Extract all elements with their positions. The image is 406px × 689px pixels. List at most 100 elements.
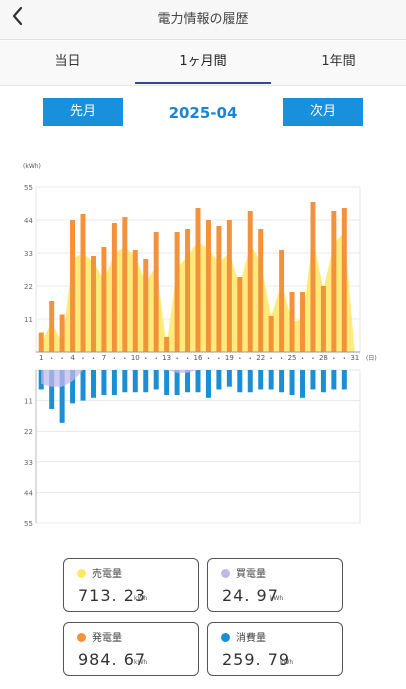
- y-unit-label: (kWh): [23, 163, 41, 170]
- summary-card-generate: 発電量 984. 67 kWh: [63, 622, 199, 676]
- generate-unit: kWh: [134, 659, 148, 666]
- consume-bar: [341, 370, 347, 390]
- x-tick-label: •: [311, 356, 314, 362]
- tab-year[interactable]: 1年間: [321, 54, 356, 69]
- generate-bar: [258, 229, 264, 352]
- x-tick-label: •: [249, 356, 252, 362]
- consume-bar: [320, 370, 326, 393]
- summary-card-sell: 売電量 713. 23 kWh: [63, 558, 199, 612]
- tab-month[interactable]: 1ヶ月間: [179, 54, 227, 69]
- x-tick-label: 7: [102, 354, 106, 362]
- consume-label: 消費量: [236, 633, 266, 644]
- x-tick-label: 31: [350, 354, 359, 362]
- summary-card-consume: 消費量 259. 79 kWh: [207, 622, 343, 676]
- generate-bar: [247, 211, 253, 352]
- buy-area-series: [41, 370, 355, 387]
- sell-dot-icon: [77, 569, 86, 578]
- generate-bar: [153, 232, 159, 352]
- consume-bar: [247, 370, 253, 393]
- bottom-y-tick-label: 33: [24, 459, 33, 467]
- x-tick-label: 4: [70, 354, 75, 362]
- consume-bar: [70, 370, 76, 404]
- consume-bar: [80, 370, 86, 401]
- top-y-tick-label: 22: [24, 283, 33, 291]
- app-header: 電力情報の履歴: [0, 0, 406, 40]
- bottom-y-tick-label: 22: [24, 428, 33, 436]
- generate-bar: [122, 217, 128, 352]
- x-tick-label: •: [144, 356, 147, 362]
- x-tick-label: •: [343, 356, 346, 362]
- x-tick-label: 22: [256, 354, 265, 362]
- consume-bar: [111, 370, 117, 396]
- prev-month-button[interactable]: 先月: [43, 98, 123, 126]
- generate-bar: [279, 250, 285, 352]
- x-tick-label: 19: [225, 354, 234, 362]
- x-tick-label: •: [123, 356, 126, 362]
- generate-bar: [205, 220, 211, 352]
- generate-bar: [80, 214, 86, 352]
- x-tick-label: •: [332, 356, 335, 362]
- top-y-tick-label: 33: [24, 250, 33, 258]
- consume-value: 259. 79: [222, 650, 291, 669]
- monthly-energy-chart: 11 22 33 44 55 (kWh) 1 • • 4 • • 7 • • 10 • • 13 • • 16 • • 19 • •…: [23, 163, 377, 528]
- x-tick-label: •: [280, 356, 283, 362]
- x-unit-label: (日): [366, 355, 377, 362]
- x-tick-label: 10: [131, 354, 140, 362]
- consume-bar: [205, 370, 211, 398]
- consume-bar: [268, 370, 274, 390]
- summary-card-buy: 買電量 24. 97 kWh: [207, 558, 343, 612]
- x-tick-label: 28: [319, 354, 328, 362]
- consume-bar: [237, 370, 243, 393]
- consume-bar: [185, 370, 191, 393]
- consume-bar: [279, 370, 285, 393]
- consume-bar: [226, 370, 232, 387]
- buy-dot-icon: [221, 569, 230, 578]
- consume-bar: [122, 370, 128, 393]
- top-y-tick-label: 11: [24, 316, 33, 324]
- consume-bar: [331, 370, 337, 390]
- generate-bar: [300, 292, 306, 352]
- consume-dot-icon: [221, 633, 230, 642]
- x-tick-label: •: [92, 356, 95, 362]
- x-tick-label: •: [113, 356, 116, 362]
- generate-label: 発電量: [92, 633, 122, 644]
- consume-bar: [164, 370, 170, 396]
- consume-unit: kWh: [280, 659, 294, 666]
- generate-bar: [38, 332, 44, 352]
- x-tick-label: •: [50, 356, 53, 362]
- buy-unit: kWh: [270, 595, 284, 602]
- generate-bar: [185, 229, 191, 352]
- x-tick-label: •: [186, 356, 189, 362]
- consume-bar: [132, 370, 138, 393]
- generate-bar: [70, 220, 76, 352]
- bottom-y-tick-label: 11: [24, 398, 33, 406]
- consume-bar: [49, 370, 55, 409]
- generate-value: 984. 67: [78, 650, 147, 669]
- generate-bar: [49, 301, 55, 352]
- generate-bar: [320, 286, 326, 352]
- generate-bar: [90, 256, 96, 352]
- consume-bar: [153, 370, 159, 390]
- generate-bar: [226, 220, 232, 352]
- x-tick-label: •: [217, 356, 220, 362]
- top-y-tick-label: 55: [24, 184, 33, 192]
- next-month-button[interactable]: 次月: [283, 98, 363, 126]
- generate-bar: [174, 232, 180, 352]
- page-title: 電力情報の履歴: [157, 12, 249, 27]
- x-tick-label: •: [270, 356, 273, 362]
- sell-value: 713. 23: [78, 586, 147, 605]
- generate-bar: [164, 337, 170, 352]
- chevron-left-icon[interactable]: [6, 4, 30, 28]
- bottom-y-tick-label: 55: [24, 520, 33, 528]
- generate-bar: [143, 259, 149, 352]
- consume-bar: [289, 370, 295, 396]
- tab-day[interactable]: 当日: [54, 54, 81, 69]
- x-tick-label: •: [176, 356, 179, 362]
- buy-label: 買電量: [236, 569, 266, 580]
- generate-bar: [59, 314, 65, 352]
- sell-label: 売電量: [92, 569, 122, 580]
- generate-bar: [310, 202, 316, 352]
- consume-bar: [143, 370, 149, 393]
- consume-bar: [310, 370, 316, 390]
- x-tick-label: 25: [288, 354, 297, 362]
